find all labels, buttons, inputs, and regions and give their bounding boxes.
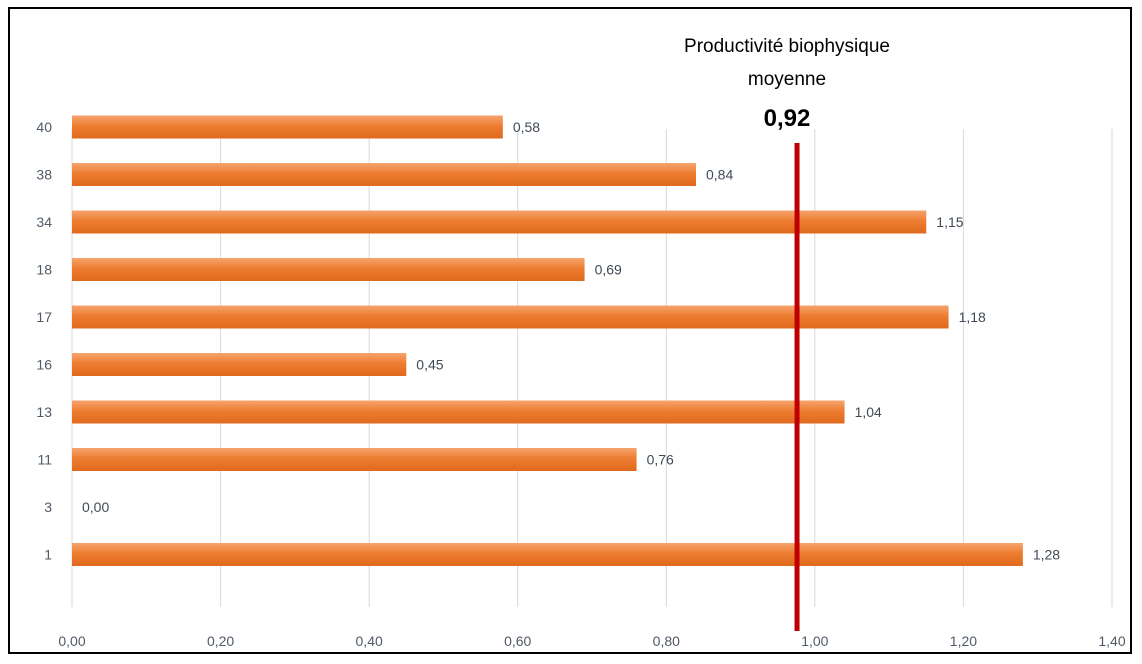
bars — [72, 115, 1023, 566]
bar — [72, 115, 503, 139]
x-tick-label: 1,20 — [950, 633, 977, 649]
x-tick-label: 1,40 — [1098, 633, 1125, 649]
bar — [72, 400, 845, 424]
y-tick-label: 16 — [36, 357, 52, 373]
y-tick-label: 38 — [36, 167, 52, 183]
y-axis-tick-labels: 40 38 34 18 17 16 13 11 3 1 — [36, 119, 52, 563]
data-label: 1,15 — [936, 214, 963, 230]
data-label: 1,04 — [855, 404, 882, 420]
bar — [72, 305, 949, 329]
y-tick-label: 3 — [44, 499, 52, 515]
x-tick-label: 0,80 — [653, 633, 680, 649]
bar — [72, 543, 1023, 566]
y-tick-label: 11 — [37, 452, 52, 468]
x-tick-label: 0,60 — [504, 633, 531, 649]
bar — [72, 163, 696, 186]
y-tick-label: 1 — [44, 547, 52, 563]
y-tick-label: 17 — [36, 309, 52, 325]
x-axis-tick-labels: 0,00 0,20 0,40 0,60 0,80 1,00 1,20 1,40 — [58, 633, 1125, 649]
reference-title-line-2: moyenne — [748, 69, 826, 90]
x-tick-label: 1,00 — [801, 633, 828, 649]
bar — [72, 353, 407, 376]
data-label: 0,45 — [416, 357, 443, 373]
reference-value-label: 0,92 — [764, 105, 811, 132]
data-label: 1,28 — [1033, 547, 1060, 563]
y-tick-label: 18 — [36, 262, 52, 278]
data-label: 0,69 — [595, 262, 622, 278]
bar-chart: 0,58 0,84 1,15 0,69 1,18 0,45 1,04 0,76 0,00 1,28… — [36, 36, 1125, 649]
data-label: 0,84 — [706, 167, 733, 183]
x-tick-label: 0,20 — [207, 633, 234, 649]
data-label: 1,18 — [959, 309, 986, 325]
y-tick-label: 13 — [36, 404, 52, 420]
bar — [72, 210, 927, 234]
x-tick-label: 0,40 — [356, 633, 383, 649]
reference-title-line-1: Productivité biophysique — [684, 36, 890, 57]
y-tick-label: 34 — [36, 214, 52, 230]
bar — [72, 258, 585, 281]
data-label: 0,00 — [82, 499, 109, 515]
data-label: 0,76 — [647, 452, 674, 468]
x-tick-label: 0,00 — [58, 633, 85, 649]
y-tick-label: 40 — [36, 119, 52, 135]
data-labels: 0,58 0,84 1,15 0,69 1,18 0,45 1,04 0,76 0,00 1,28 — [82, 119, 1060, 563]
chart-frame: 0,58 0,84 1,15 0,69 1,18 0,45 1,04 0,76 0,00 1,28… — [8, 7, 1132, 654]
bar — [72, 448, 637, 471]
data-label: 0,58 — [513, 119, 540, 135]
